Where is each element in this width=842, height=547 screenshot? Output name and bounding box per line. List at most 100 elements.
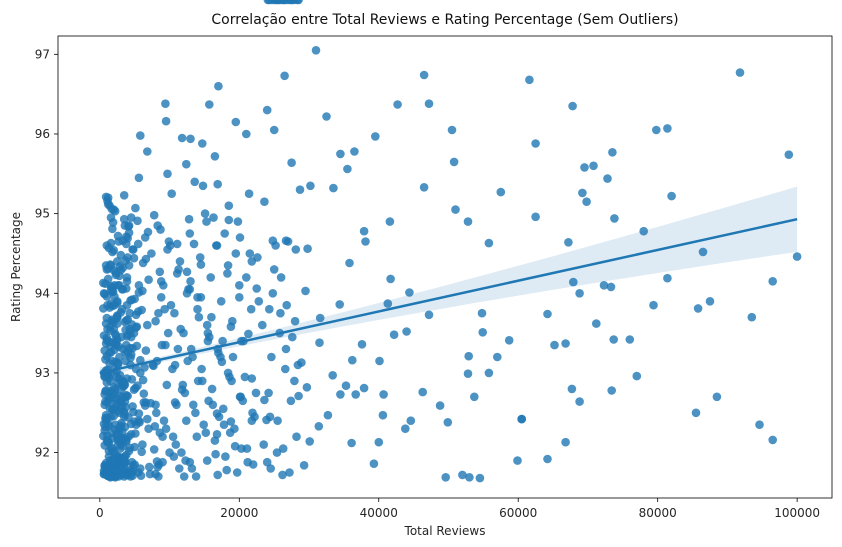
scatter-point [134, 173, 144, 183]
scatter-point [122, 277, 132, 286]
scatter-point [121, 457, 130, 467]
scatter-point [136, 368, 145, 378]
scatter-point [525, 75, 534, 85]
scatter-point [188, 352, 197, 362]
scatter-point [138, 258, 148, 268]
scatter-point [131, 310, 141, 320]
scatter-point [144, 424, 153, 434]
scatter-point [271, 241, 280, 250]
scatter-point [206, 273, 215, 282]
scatter-point [170, 360, 180, 370]
scatter-point [125, 443, 135, 453]
scatter-point [187, 464, 197, 473]
scatter-point [112, 465, 121, 474]
scatter-point [223, 269, 232, 278]
scatter-point [265, 304, 274, 314]
scatter-point [208, 400, 218, 410]
scatter-point [233, 217, 243, 226]
scatter-point [115, 371, 125, 380]
scatter-point [189, 239, 199, 249]
scatter-point [182, 159, 191, 169]
scatter-point [209, 213, 218, 222]
scatter-point [138, 440, 147, 449]
scatter-point [568, 101, 577, 111]
scatter-point [107, 428, 116, 438]
y-tick-label: 93 [35, 366, 50, 380]
scatter-point [335, 300, 345, 309]
scatter-point [561, 437, 570, 447]
scatter-point [163, 245, 172, 254]
scatter-point [291, 245, 301, 254]
confidence-band-layer [99, 186, 798, 379]
scatter-point [207, 312, 216, 322]
scatter-point [131, 203, 140, 213]
scatter-point [273, 416, 282, 426]
scatter-point [329, 183, 338, 193]
scatter-point [156, 293, 166, 302]
scatter-point [181, 456, 190, 465]
scatter-point [262, 105, 272, 115]
scatter-point [288, 332, 297, 342]
scatter-point [102, 241, 112, 250]
scatter-point [287, 0, 296, 5]
scatter-point [245, 249, 255, 258]
scatter-point [119, 214, 129, 224]
scatter-point [379, 390, 388, 399]
scatter-point [351, 390, 361, 399]
scatter-point [213, 179, 222, 189]
scatter-point [99, 289, 109, 298]
scatter-point [247, 374, 257, 383]
scatter-point [213, 470, 222, 480]
scatter-point [131, 420, 141, 430]
scatter-point [260, 395, 269, 405]
scatter-point [227, 376, 236, 386]
scatter-point [122, 300, 132, 310]
scatter-point [550, 340, 559, 350]
scatter-point [268, 289, 278, 298]
scatter-point [463, 369, 473, 379]
regression-line-layer [99, 217, 798, 375]
scatter-point [667, 191, 676, 201]
scatter-point [117, 332, 126, 342]
scatter-point [180, 388, 190, 398]
scatter-point [269, 125, 279, 135]
scatter-point [162, 380, 172, 390]
scatter-point [393, 100, 402, 109]
scatter-point [323, 410, 333, 420]
scatter-point [136, 131, 145, 140]
scatter-point [193, 304, 202, 314]
scatter-point [205, 100, 214, 109]
scatter-point [119, 468, 129, 477]
scatter-point [151, 400, 160, 410]
scatter-point [578, 188, 587, 198]
scatter-point [632, 371, 642, 381]
scatter-point [401, 424, 410, 434]
scatter-point [175, 257, 185, 266]
scatter-point [119, 191, 129, 200]
scatter-point [184, 285, 193, 294]
scatter-point [315, 313, 325, 323]
x-tick-label: 60000 [499, 506, 537, 520]
scatter-point [311, 46, 321, 55]
scatter-point [228, 316, 237, 326]
scatter-point [154, 308, 163, 318]
scatter-point [378, 410, 388, 420]
scatter-point [186, 277, 195, 286]
x-tick-label: 0 [96, 506, 104, 520]
scatter-point [210, 152, 220, 161]
scatter-point [418, 387, 428, 397]
scatter-point [361, 237, 370, 246]
scatter-point [242, 129, 251, 139]
scatter-point [119, 377, 128, 387]
scatter-point [705, 297, 715, 306]
scatter-point [202, 456, 212, 465]
scatter-point [419, 70, 429, 80]
scatter-point [504, 336, 514, 345]
scatter-point [120, 221, 130, 230]
scatter-point [197, 364, 206, 374]
scatter-point [222, 465, 231, 475]
scatter-point [294, 391, 303, 401]
scatter-point [580, 163, 589, 172]
scatter-point [99, 304, 108, 313]
